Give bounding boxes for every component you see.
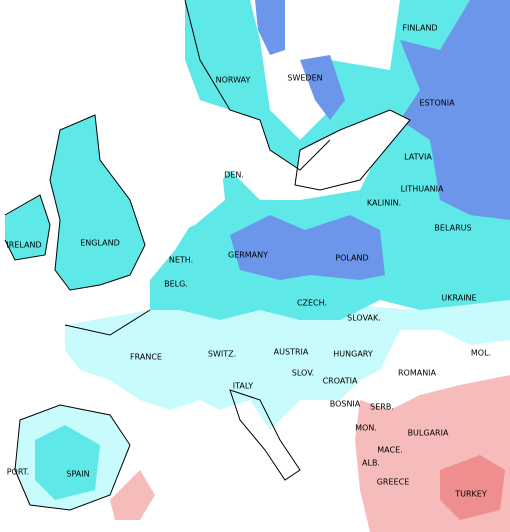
strong-anomaly	[255, 0, 285, 55]
country-label: NETH.	[169, 256, 193, 265]
country-label: BELG.	[164, 280, 188, 289]
country-label: SLOV.	[292, 369, 314, 378]
coastline	[49, 114, 146, 291]
coastline	[184, 0, 331, 171]
country-label: CROATIA	[323, 377, 358, 386]
country-label: GREECE	[377, 478, 410, 487]
country-label: KALININ.	[367, 199, 401, 208]
country-label: ROMANIA	[398, 369, 437, 378]
country-label: SPAIN	[66, 470, 89, 479]
anomaly	[35, 425, 100, 500]
country-label: PORT.	[7, 468, 30, 477]
country-label: LITHUANIA	[401, 185, 444, 194]
baltic-sea	[295, 110, 410, 190]
country-label: LATVIA	[404, 153, 432, 162]
strong-anomaly	[300, 55, 345, 120]
coastline	[294, 109, 411, 191]
country-label: SWEDEN	[287, 74, 322, 83]
country-label: CZECH.	[297, 299, 327, 308]
strong-anomaly	[400, 0, 510, 220]
country-label: BULGARIA	[408, 429, 449, 438]
country-label: MACE.	[377, 446, 402, 455]
north-sea	[145, 150, 225, 240]
country-label: UKRAINE	[441, 294, 476, 303]
country-label: ITALY	[233, 382, 253, 391]
country-label: AUSTRIA	[274, 348, 309, 357]
coastline	[229, 389, 301, 481]
anomaly	[5, 195, 50, 260]
country-label: ALB.	[362, 459, 380, 468]
country-label: BOSNIA	[330, 400, 361, 409]
country-label: IRELAND	[6, 241, 41, 250]
country-label: ENGLAND	[80, 239, 120, 248]
country-label: MOL.	[471, 349, 491, 358]
country-label: GERMANY	[228, 251, 268, 260]
country-label: DEN.	[224, 171, 244, 180]
warm-anomaly-strong	[440, 455, 505, 520]
strong-anomaly	[230, 215, 385, 280]
country-label: NORWAY	[216, 76, 251, 85]
coastline	[14, 309, 151, 511]
country-label: HUNGARY	[333, 350, 373, 359]
country-label: BELARUS	[434, 224, 471, 233]
country-label: SWITZ.	[208, 350, 236, 359]
country-label: FINLAND	[402, 24, 437, 33]
country-label: MON.	[355, 424, 377, 433]
anomaly	[50, 115, 145, 290]
warm-anomaly	[110, 470, 155, 520]
country-label: POLAND	[335, 254, 368, 263]
country-label: FRANCE	[130, 353, 162, 362]
country-label: SERB.	[370, 403, 394, 412]
coastline	[4, 194, 51, 261]
country-label: ESTONIA	[419, 99, 455, 108]
country-label: SLOVAK.	[347, 314, 381, 323]
country-label: TURKEY	[454, 490, 487, 499]
light-anomaly	[65, 300, 510, 430]
